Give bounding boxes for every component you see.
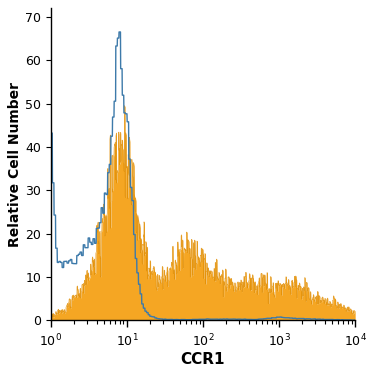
X-axis label: CCR1: CCR1 bbox=[181, 352, 225, 367]
Y-axis label: Relative Cell Number: Relative Cell Number bbox=[8, 82, 22, 247]
